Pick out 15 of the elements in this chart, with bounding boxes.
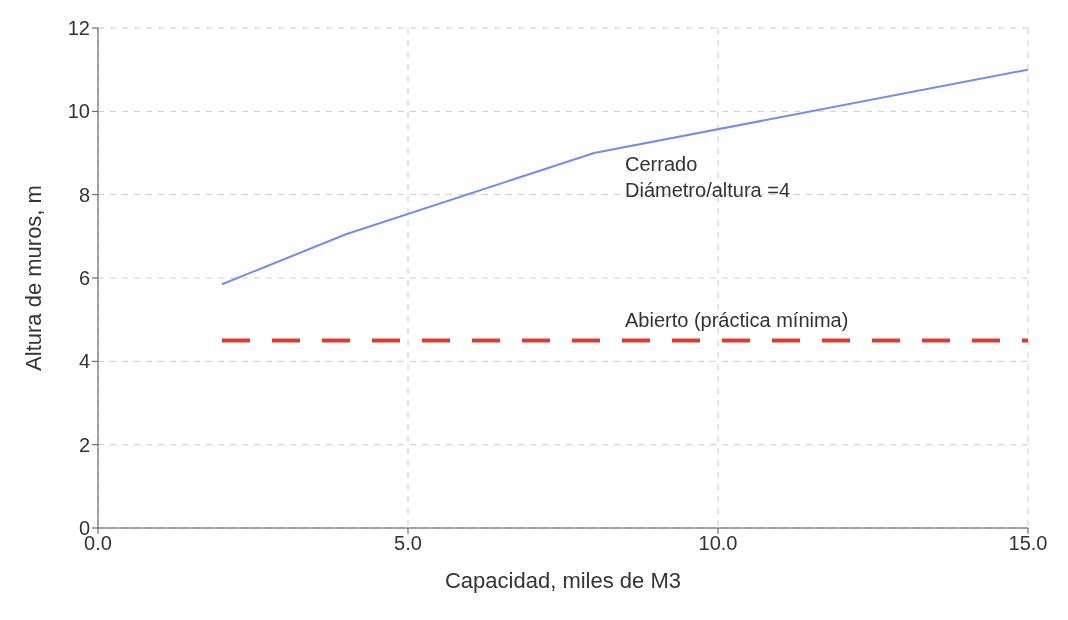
y-tick-label: 2 [78, 433, 90, 456]
series-label: Abierto (práctica mínima) [625, 308, 849, 331]
x-tick-label: 10.0 [698, 532, 738, 555]
y-axis-title: Altura de muros, m [20, 185, 46, 371]
series-label: Cerrado [625, 153, 698, 176]
y-tick-label: 10 [67, 100, 90, 123]
x-tick-label: 5.0 [394, 532, 422, 555]
x-axis-title: Capacidad, miles de M3 [444, 568, 682, 593]
y-tick-label: 8 [78, 183, 90, 206]
annotation: Diámetro/altura =4 [625, 179, 791, 202]
line-series [221, 68, 1028, 286]
y-tick-label: 4 [78, 350, 90, 373]
x-tick-label: 15.0 [1008, 532, 1048, 555]
y-tick-label: 12 [67, 17, 90, 40]
y-tick-label: 6 [78, 267, 90, 290]
